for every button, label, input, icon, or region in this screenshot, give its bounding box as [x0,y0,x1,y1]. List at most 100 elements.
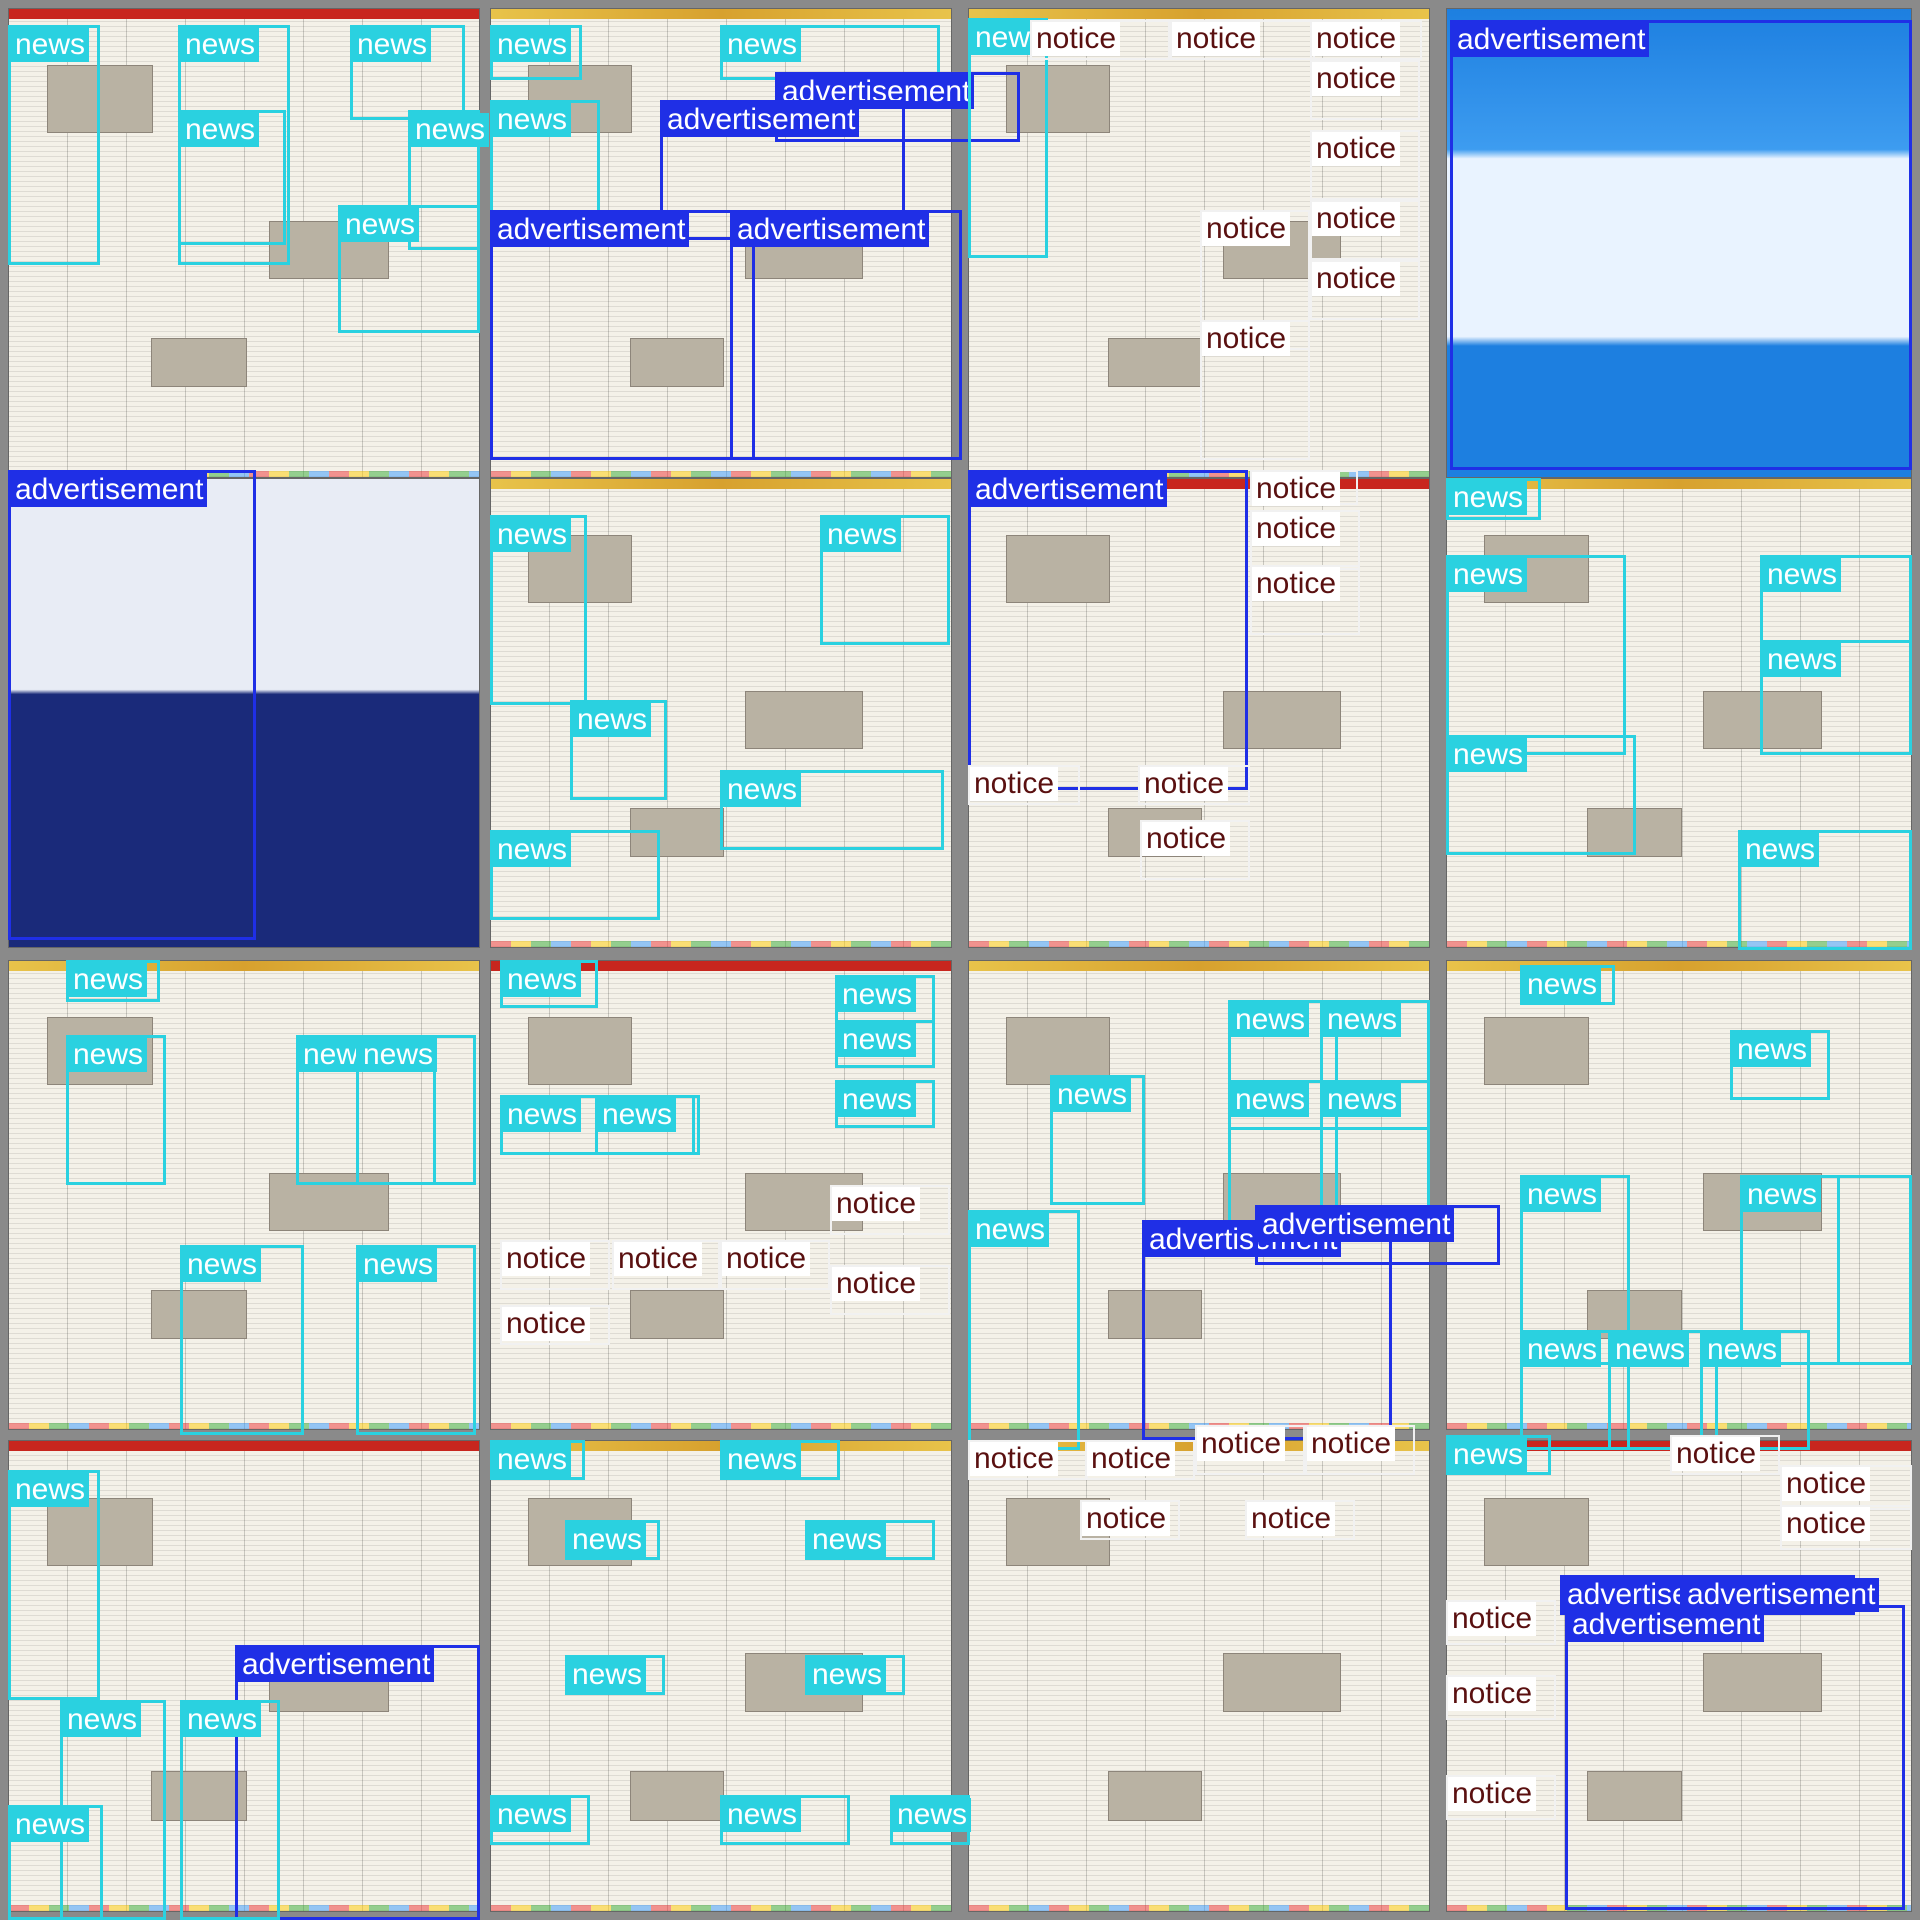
region-label: notice [832,1187,921,1221]
notice-region: notice [1195,1425,1305,1475]
photo-placeholder [150,338,247,387]
news-region: news [1740,1175,1840,1365]
region-label: notice [1087,1442,1176,1476]
news-region: news [805,1655,905,1695]
photo-placeholder [1703,1653,1822,1713]
news-region: news [968,1210,1080,1450]
notice-region: notice [1446,1775,1556,1820]
newspaper-page [968,478,1430,948]
page-header-band [491,961,951,971]
region-label: news [723,1798,802,1832]
region-label: news [1449,1438,1528,1472]
region-label: notice [1312,202,1401,236]
advertisement-region: advertisement [1565,1605,1905,1910]
region-label: news [1523,1333,1602,1367]
news-region: news [66,960,160,1002]
region-label: notice [1172,22,1261,56]
region-label: notice [1782,1467,1871,1501]
region-label: news [1449,481,1528,515]
notice-region: notice [1030,20,1170,60]
region-label: advertisement [11,473,208,507]
region-label: news [1763,558,1842,592]
region-label: notice [1312,262,1401,296]
news-region: news [490,515,587,705]
registration-color-strip [491,471,951,477]
region-label: notice [1252,512,1341,546]
region-label: notice [1197,1427,1286,1461]
region-label: news [1741,833,1820,867]
region-label: notice [1082,1502,1171,1536]
region-label: news [353,28,432,62]
region-label: notice [1448,1677,1537,1711]
region-label: news [1523,1178,1602,1212]
photo-placeholder [1586,1771,1682,1821]
news-region: news [8,1470,100,1700]
page-header-band [1447,479,1911,489]
region-label: notice [1142,822,1231,856]
region-label: news [568,1523,647,1557]
registration-color-strip [9,471,479,477]
news-region: news [595,1095,695,1155]
region-label: advertisement [1568,1608,1765,1642]
region-label: news [11,28,90,62]
region-label: advertisement [733,213,930,247]
region-label: advertisement [238,1648,435,1682]
news-region: news [180,1700,280,1920]
notice-region: notice [1245,1500,1355,1540]
registration-color-strip [1447,1423,1911,1429]
news-region: news [1730,1030,1830,1100]
news-region: news [1738,830,1912,950]
news-region: news [835,975,935,1023]
news-region: news [720,1440,840,1480]
region-label: news [723,773,802,807]
photo-placeholder [1005,65,1110,134]
news-region: news [805,1520,935,1560]
region-label: news [1733,1033,1812,1067]
region-label: news [1053,1078,1132,1112]
news-region: news [1520,965,1615,1005]
region-label: news [1323,1003,1402,1037]
news-region: news [1760,640,1912,755]
region-label: news [503,963,582,997]
news-region: news [66,1035,166,1185]
region-label: notice [1448,1777,1537,1811]
advertisement-region: advertisement [8,470,256,940]
news-region: news [350,25,465,120]
photo-placeholder [1107,1290,1202,1339]
notice-region: notice [500,1240,610,1290]
region-label: news [1611,1333,1690,1367]
region-label: news [808,1658,887,1692]
notice-region: notice [1446,1600,1556,1645]
registration-color-strip [491,1905,951,1911]
registration-color-strip [491,1423,951,1429]
region-label: news [493,28,572,62]
region-label: news [838,978,917,1012]
notice-region: notice [1305,1425,1415,1475]
region-label: news [341,208,420,242]
region-label: notice [1252,472,1341,506]
news-region: news [720,1795,850,1845]
region-label: news [69,1038,148,1072]
page-header-band [9,961,479,971]
photo-placeholder [1107,1771,1202,1821]
region-label: notice [1448,1602,1537,1636]
registration-color-strip [969,1905,1429,1911]
notice-region: notice [968,765,1080,805]
region-label: notice [1312,62,1401,96]
news-region: news [60,1700,166,1920]
photo-placeholder [527,1017,632,1086]
notice-region: notice [1080,1500,1180,1540]
advertisement-region: advertisement [660,100,905,240]
news-region: news [490,25,582,80]
registration-color-strip [491,941,951,947]
registration-color-strip [9,1905,479,1911]
photo-placeholder [150,1771,247,1821]
page-header-band [969,9,1429,19]
full-page-advertisement-artwork [1447,9,1911,477]
news-region: news [338,205,480,333]
photo-placeholder [745,690,863,749]
page-header-band [969,961,1429,971]
advertisement-region: advertisement [730,210,962,460]
region-label: news [359,1248,438,1282]
region-label: news [493,833,572,867]
